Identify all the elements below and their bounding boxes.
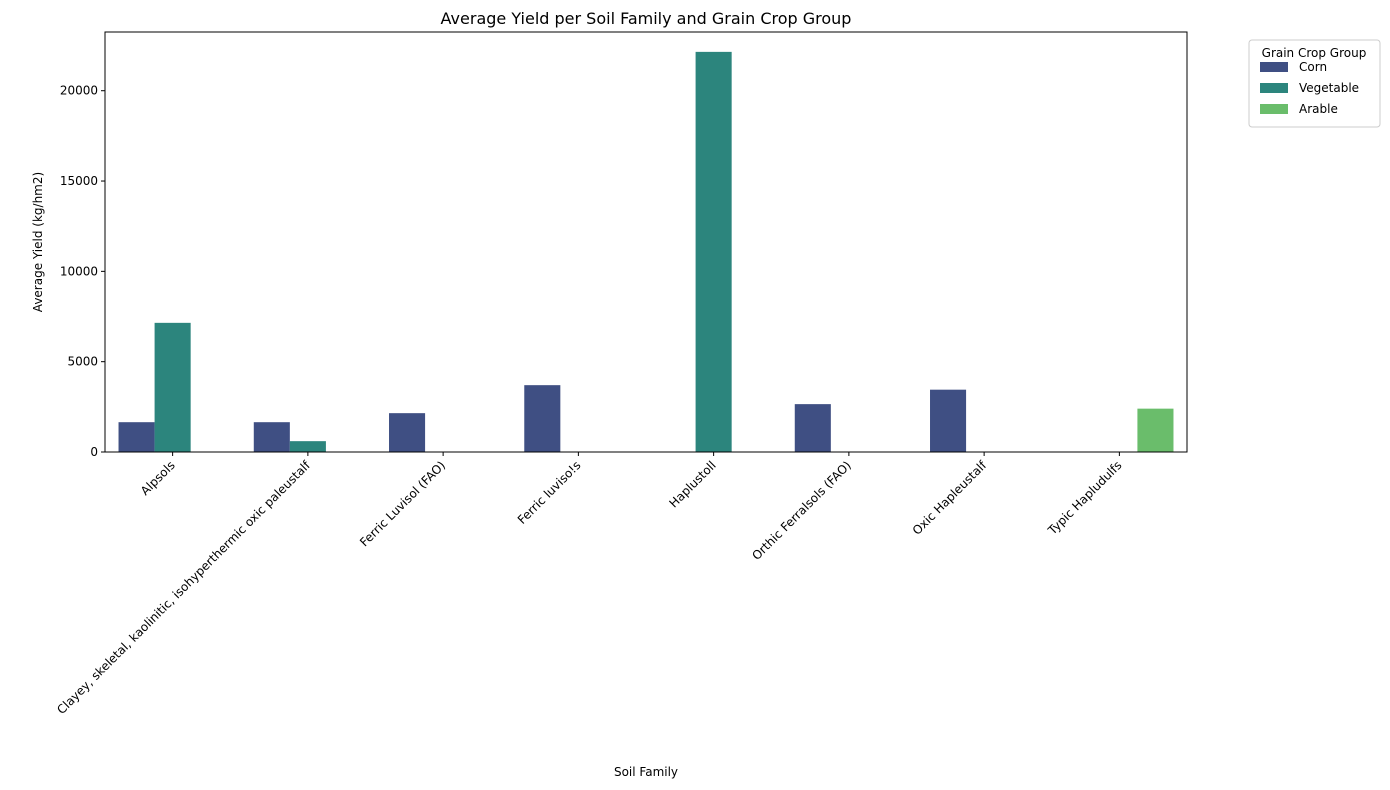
bar-corn-3 [524,385,561,452]
legend-swatch-corn [1260,62,1288,72]
x-tick-label-5: Orthic Ferralsols (FAO) [749,458,854,563]
x-tick-label-2: Ferric Luvisol (FAO) [357,458,448,549]
bar-vegetable-4 [695,51,732,453]
bar-corn-6 [930,389,967,452]
x-tick-label-7: Typic Hapludulfs [1045,458,1125,538]
legend-swatch-vegetable [1260,83,1288,93]
legend-swatch-arable [1260,104,1288,114]
x-tick-label-0: Alpsols [138,458,178,498]
y-tick-label-3: 15000 [60,174,98,188]
legend-label-arable: Arable [1299,102,1338,116]
legend-label-corn: Corn [1299,60,1327,74]
y-tick-label-0: 0 [90,445,98,459]
x-tick-label-6: Oxic Hapleustalf [910,458,990,538]
legend-title: Grain Crop Group [1262,46,1367,60]
bar-arable-7 [1137,408,1174,452]
axes-frame [104,31,1188,453]
y-tick-label-2: 10000 [60,264,98,278]
legend: Grain Crop Group Corn Vegetable Arable [1248,39,1381,128]
x-tick-label-4: Haplustoll [666,458,718,510]
x-tick-label-3: Ferric luviso!s [515,458,584,527]
chart-title: Average Yield per Soil Family and Grain … [441,9,852,28]
y-tick-label-4: 20000 [60,84,98,98]
bar-corn-2 [389,413,426,452]
bar-corn-0 [118,422,155,452]
y-axis-label: Average Yield (kg/hm2) [31,172,45,312]
bar-vegetable-1 [289,441,326,452]
x-tick-label-1: Clayey, skeletal, kaolinitic, isohyperth… [54,458,313,717]
y-tick-label-1: 5000 [67,355,98,369]
bar-corn-1 [253,422,290,452]
x-axis-label: Soil Family [614,765,678,779]
bar-vegetable-0 [154,322,191,452]
bar-corn-5 [794,404,831,452]
legend-label-vegetable: Vegetable [1299,81,1359,95]
